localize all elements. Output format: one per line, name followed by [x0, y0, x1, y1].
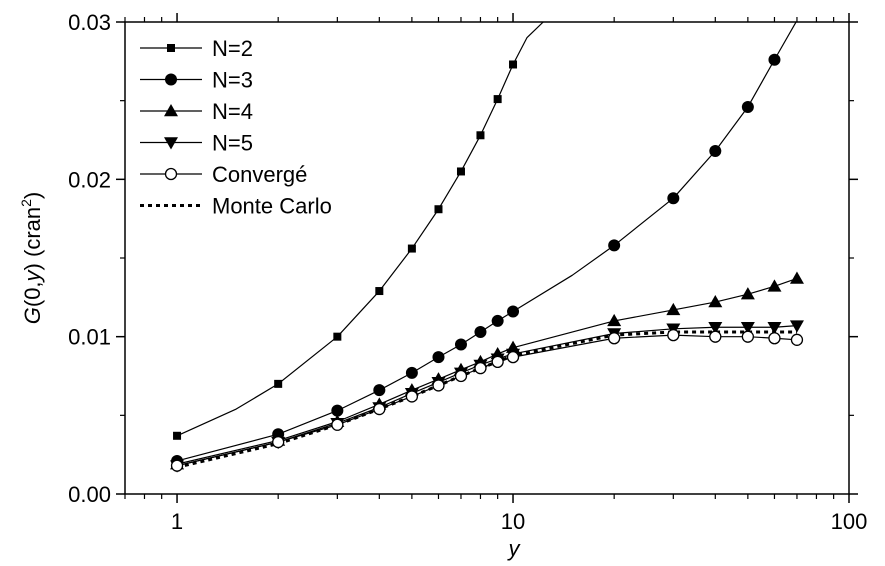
legend-label-monte-carlo: Monte Carlo [212, 194, 332, 219]
series-markers [170, 53, 804, 473]
data-point-converg [506, 350, 520, 364]
series-points-n-4 [170, 271, 804, 470]
data-point-n-2 [456, 167, 465, 176]
data-point-converg [454, 369, 468, 383]
axis-ticks [116, 13, 858, 503]
series-points-n-2 [173, 60, 518, 440]
legend-marker-n-5 [164, 137, 178, 150]
series-line-n-5 [176, 325, 798, 467]
data-point-n-2 [274, 379, 283, 388]
x-tick-label: 10 [501, 509, 525, 534]
series-line-n-3 [176, 22, 797, 462]
series-points-converg [170, 328, 804, 472]
y-axis-title-end: ) [20, 192, 45, 199]
data-point-n-2 [333, 332, 342, 341]
data-point-n-3 [405, 366, 418, 379]
data-point-n-4 [666, 302, 681, 316]
x-tick-label: 100 [831, 509, 868, 534]
plot-frame [124, 21, 850, 495]
legend-label-n-2: N=2 [212, 36, 253, 61]
data-point-n-2 [173, 431, 182, 440]
legend-label-n-3: N=3 [212, 68, 253, 93]
data-point-n-5 [767, 321, 782, 335]
data-point-converg [608, 332, 621, 345]
data-point-n-2 [476, 131, 485, 140]
data-point-converg [741, 330, 755, 343]
y-tick-label: 0.01 [68, 325, 111, 350]
data-point-n-2 [509, 60, 518, 69]
data-point-converg [768, 332, 781, 345]
data-point-n-2 [407, 244, 416, 253]
y-tick-label: 0.02 [68, 167, 111, 192]
data-point-n-4 [708, 295, 723, 308]
series-line-converg [176, 334, 798, 467]
legend-item-n-2: N=2 [140, 36, 253, 61]
data-point-n-4 [789, 271, 804, 284]
data-point-n-3 [709, 145, 722, 158]
data-point-n-3 [507, 305, 520, 318]
axis-tick-labels: 1 10 100 0.00 0.01 0.02 0.03 [68, 10, 867, 534]
legend-label-n-5: N=5 [212, 131, 253, 156]
y-axis-title-open: (0, [20, 281, 45, 307]
legend-label-converg: Convergé [212, 162, 307, 187]
legend-item-converg: Convergé [140, 162, 307, 187]
x-tick-label: 1 [171, 509, 183, 534]
data-point-n-4 [607, 313, 622, 327]
data-point-n-3 [608, 239, 621, 252]
legend-marker-n-3 [165, 73, 177, 86]
y-axis-title-g: G [20, 307, 45, 324]
y-axis-title-close: ) (cran [20, 207, 45, 271]
legend-item-n-5: N=5 [140, 131, 253, 156]
legend-item-monte-carlo: Monte Carlo [140, 194, 332, 219]
data-point-n-5 [708, 321, 723, 335]
data-point-n-5 [789, 320, 804, 333]
y-tick-label: 0.03 [68, 10, 111, 35]
data-point-converg [474, 361, 487, 375]
y-axis-title-var: y [20, 268, 45, 283]
data-point-n-3 [454, 338, 467, 351]
series-line-monte-carlo [176, 330, 797, 469]
data-point-converg [790, 333, 804, 346]
legend-item-n-4: N=4 [140, 99, 253, 124]
data-point-converg [272, 435, 285, 449]
data-point-n-2 [375, 287, 384, 296]
legend-marker-n-4 [164, 104, 178, 117]
y-tick-label: 0.00 [68, 482, 111, 507]
data-point-n-3 [373, 384, 386, 397]
data-point-converg [170, 459, 184, 472]
y-axis-title-sup: 2 [18, 199, 34, 207]
data-point-n-5 [740, 321, 755, 335]
data-point-n-3 [768, 53, 781, 66]
data-point-n-4 [740, 287, 755, 300]
legend: N=2 N=3 N=4 N=5 Convergé Monte Carlo [140, 36, 332, 219]
data-point-converg [667, 328, 680, 342]
data-point-n-3 [331, 404, 344, 417]
legend-marker-n-2 [167, 44, 175, 52]
data-point-n-3 [432, 351, 445, 364]
data-point-n-3 [474, 325, 487, 338]
x-axis-title: y [507, 536, 522, 561]
data-point-n-3 [491, 314, 504, 327]
series-points-n-3 [171, 53, 781, 467]
data-point-n-3 [741, 100, 754, 113]
data-point-converg [405, 390, 419, 403]
data-point-converg [709, 330, 722, 343]
data-point-converg [331, 418, 344, 431]
data-point-n-2 [493, 95, 502, 104]
series-points-n-5 [170, 320, 804, 473]
series-line-n-4 [176, 277, 798, 465]
data-point-n-2 [434, 205, 443, 214]
data-point-converg [491, 355, 504, 368]
legend-label-n-4: N=4 [212, 99, 253, 124]
series-curves [176, 22, 798, 469]
data-point-n-4 [767, 279, 782, 292]
y-axis-title: G(0,y) (cran2) [18, 192, 45, 325]
data-point-n-3 [667, 192, 680, 205]
data-point-converg [373, 402, 386, 416]
legend-marker-converg [164, 167, 178, 181]
data-point-converg [432, 379, 445, 392]
legend-item-n-3: N=3 [140, 68, 253, 93]
